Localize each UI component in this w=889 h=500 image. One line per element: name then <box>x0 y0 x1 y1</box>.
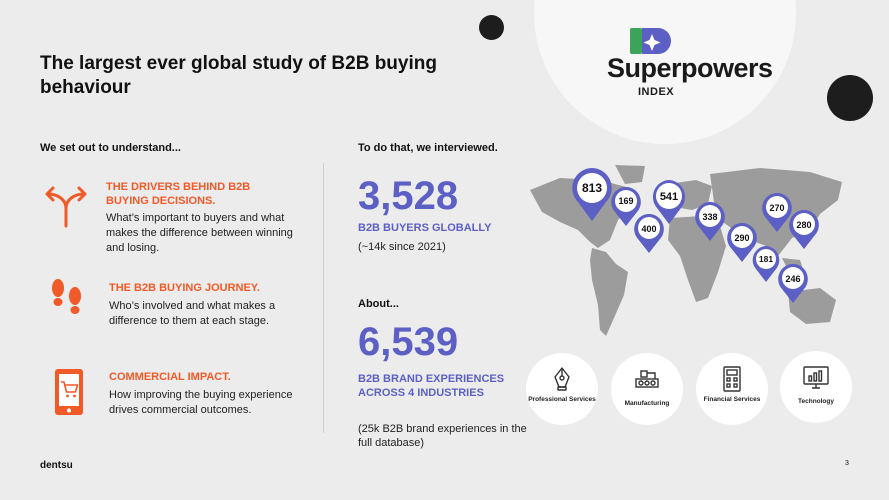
map-pin[interactable]: 280 <box>789 210 819 249</box>
chart-monitor-icon <box>803 366 829 389</box>
industry-label: Manufacturing <box>624 400 670 407</box>
map-pin-label: 246 <box>785 274 800 284</box>
map-pin-label: 400 <box>641 224 656 234</box>
footer-brand: dentsu <box>40 460 73 471</box>
map-pin-label: 338 <box>702 212 717 222</box>
industry-label: Technology <box>798 398 834 405</box>
map-pin-label: 270 <box>769 203 784 213</box>
industry-label: Financial Services <box>703 396 761 403</box>
item-body-journey: Who’s involved and what makes a differen… <box>109 300 276 327</box>
map-pin-label: 169 <box>618 196 633 206</box>
pen-nib-icon <box>554 367 570 391</box>
industry-label: Professional Services <box>528 396 596 403</box>
map-pin-label: 280 <box>796 220 811 230</box>
calculator-icon <box>723 366 741 392</box>
map-pin[interactable]: 813 <box>572 168 612 221</box>
map-pin[interactable]: 541 <box>652 180 686 224</box>
column-divider <box>323 163 324 433</box>
map-pin[interactable]: 246 <box>778 264 808 303</box>
logo-name: Superpowers <box>607 53 773 83</box>
map-pin[interactable]: 181 <box>752 246 780 282</box>
item-body-drivers: What’s important to buyers and what make… <box>106 212 293 254</box>
industry-financial-services: Financial Services <box>696 353 768 425</box>
decorative-dot <box>827 75 873 121</box>
decorative-dot <box>479 15 504 40</box>
superpowers-logo-icon <box>630 28 671 54</box>
industry-manufacturing: Manufacturing <box>611 353 683 425</box>
map-pin[interactable]: 270 <box>762 193 792 232</box>
map-pin-label: 541 <box>660 191 678 203</box>
mobile-cart-icon <box>55 369 83 415</box>
map-pin[interactable]: 400 <box>634 214 664 253</box>
stat-buyers-label: B2B BUYERS GLOBALLY <box>358 222 492 234</box>
stat-experiences-note: (25k B2B brand experiences in the full d… <box>358 423 527 449</box>
map-pins: 813 169 541 400 338 270 280 290 181 <box>572 168 819 303</box>
industry-technology: Technology <box>780 351 852 423</box>
logo-sub: INDEX <box>638 86 675 98</box>
item-title-impact: COMMERCIAL IMPACT. <box>109 371 231 383</box>
industry-professional-services: Professional Services <box>526 353 598 425</box>
page-number: 3 <box>845 460 849 467</box>
split-arrow-icon <box>45 186 87 228</box>
middle-heading: To do that, we interviewed. <box>358 142 498 154</box>
item-body-impact: How improving the buying experience driv… <box>109 389 293 416</box>
stat-buyers-value: 3,528 <box>358 174 459 218</box>
stat-experiences-label: B2B BRAND EXPERIENCES ACROSS 4 INDUSTRIE… <box>358 373 505 399</box>
map-pin-label: 290 <box>734 233 749 243</box>
map-pin[interactable]: 290 <box>727 223 757 262</box>
map-pin[interactable]: 169 <box>611 187 641 226</box>
footprints-icon <box>52 279 81 314</box>
item-title-drivers: THE DRIVERS BEHIND B2B BUYING DECISIONS. <box>106 181 251 207</box>
stat-experiences-value: 6,539 <box>358 320 459 364</box>
factory-icon <box>635 370 659 388</box>
stat-buyers-note: (~14k since 2021) <box>358 241 446 253</box>
about-label: About... <box>358 298 399 310</box>
map-pin-label: 181 <box>759 254 773 264</box>
left-heading: We set out to understand... <box>40 142 181 154</box>
page-title: The largest ever global study of B2B buy… <box>40 53 437 98</box>
map-pin[interactable]: 338 <box>695 202 725 241</box>
item-title-journey: THE B2B BUYING JOURNEY. <box>109 282 260 294</box>
map-pin-label: 813 <box>582 181 602 195</box>
